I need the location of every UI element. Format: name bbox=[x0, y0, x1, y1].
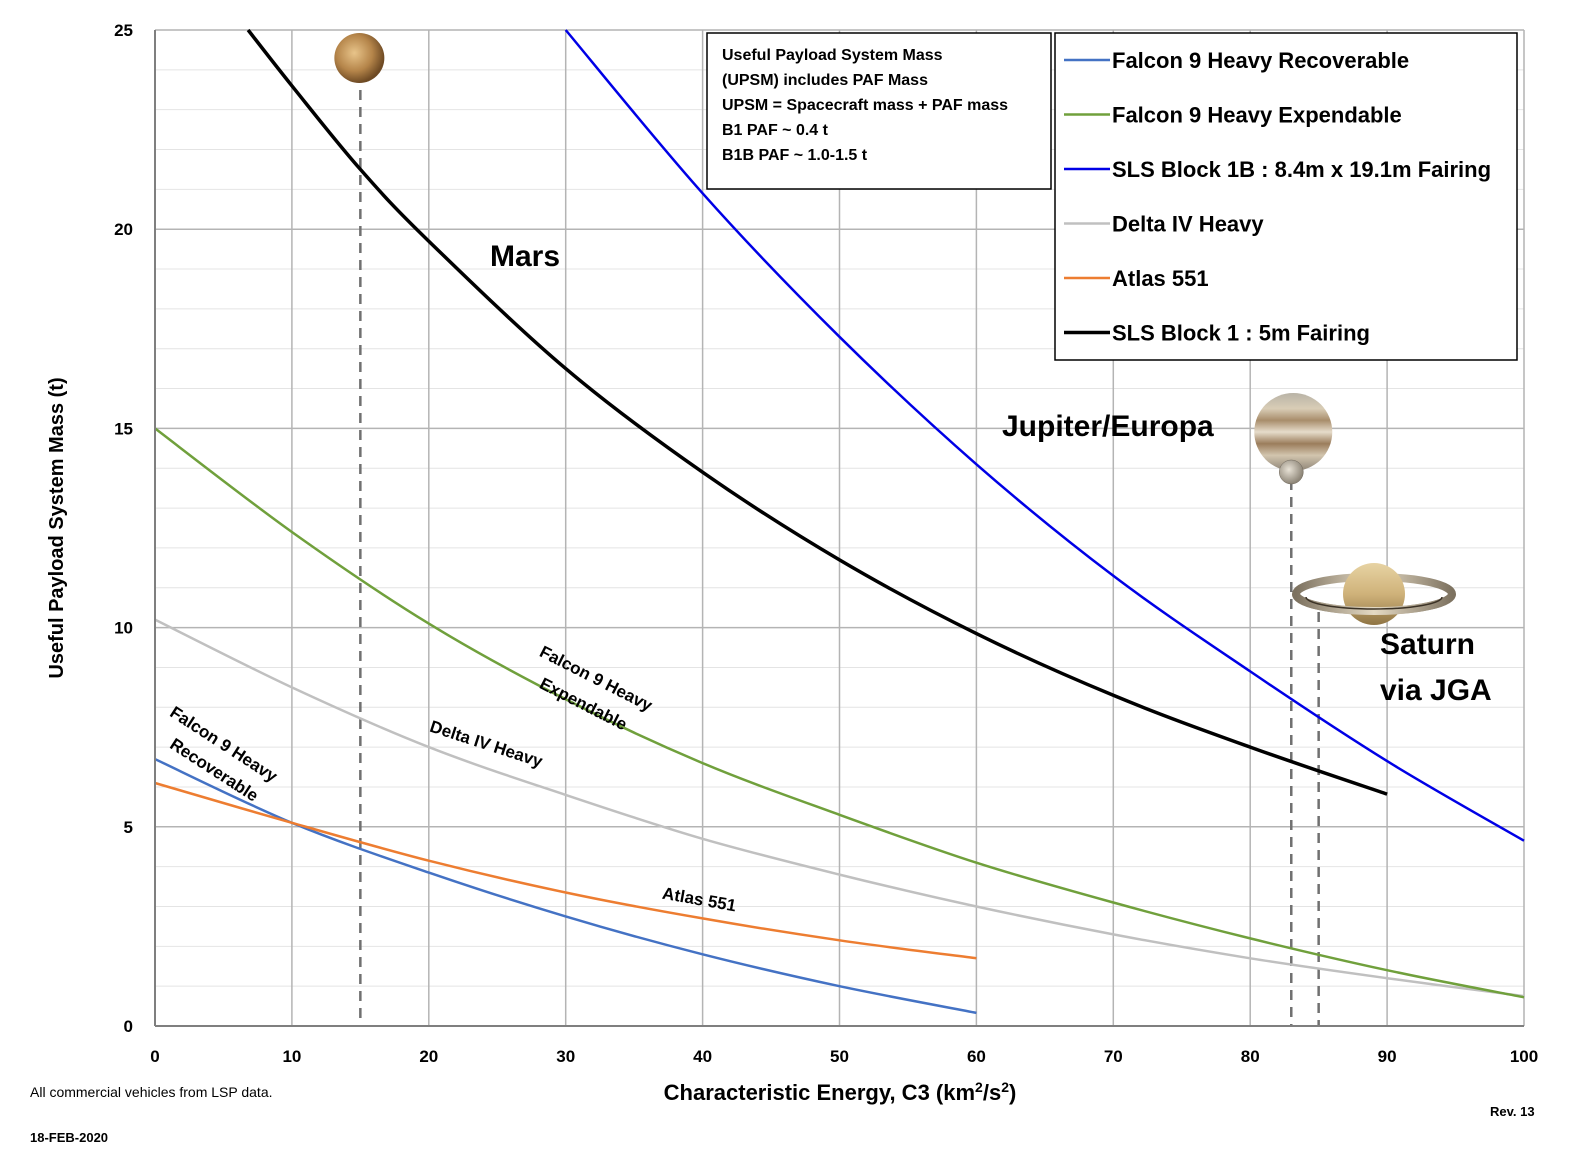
legend-entry: SLS Block 1 : 5m Fairing bbox=[1112, 321, 1370, 346]
x-axis-label-sup2: 2 bbox=[1001, 1079, 1009, 1095]
x-tick-label: 70 bbox=[1104, 1047, 1123, 1066]
y-tick-label: 15 bbox=[114, 419, 133, 438]
legend-entry: Falcon 9 Heavy Expendable bbox=[1112, 103, 1402, 128]
series-line-falcon-9-heavy-expendable bbox=[154, 427, 1525, 999]
legend: Falcon 9 Heavy Recoverable Falcon 9 Heavy… bbox=[1054, 32, 1518, 361]
tick-labels: 0 10 20 30 40 50 60 70 80 90 100 0 5 10 15 20 25 bbox=[114, 21, 1538, 1066]
y-tick-label: 20 bbox=[114, 220, 133, 239]
note-box: Useful Payload System Mass (UPSM) include… bbox=[706, 32, 1052, 190]
legend-entry: Delta IV Heavy bbox=[1112, 212, 1264, 237]
x-tick-label: 30 bbox=[556, 1047, 575, 1066]
legend-entry: SLS Block 1B : 8.4m x 19.1m Fairing bbox=[1112, 157, 1491, 182]
planet-images bbox=[334, 33, 1456, 625]
jupiter-europa-label: Jupiter/Europa bbox=[1002, 410, 1214, 443]
x-tick-label: 90 bbox=[1378, 1047, 1397, 1066]
mars-label: Mars bbox=[490, 240, 560, 273]
note-line: (UPSM) includes PAF Mass bbox=[722, 72, 928, 89]
x-tick-label: 40 bbox=[693, 1047, 712, 1066]
source-note: All commercial vehicles from LSP data. bbox=[30, 1084, 273, 1100]
x-axis-label-end: ) bbox=[1009, 1080, 1016, 1105]
y-tick-label: 25 bbox=[114, 21, 133, 40]
x-tick-label: 20 bbox=[419, 1047, 438, 1066]
x-tick-label: 0 bbox=[150, 1047, 159, 1066]
series-lines bbox=[154, 28, 1525, 1015]
note-line: Useful Payload System Mass bbox=[722, 47, 943, 64]
legend-entry: Falcon 9 Heavy Recoverable bbox=[1112, 48, 1409, 73]
note-line: B1B PAF ~ 1.0-1.5 t bbox=[722, 147, 868, 164]
saturn-ring-front bbox=[1292, 593, 1456, 615]
saturn-icon bbox=[1343, 563, 1405, 625]
saturn-label: Saturn bbox=[1380, 628, 1475, 661]
target-dashed-lines bbox=[359, 90, 1320, 1026]
mars-icon bbox=[334, 33, 385, 83]
saturn-ring-gap bbox=[1305, 596, 1443, 610]
series-line-delta-iv-heavy bbox=[154, 618, 1525, 998]
note-line: UPSM = Spacecraft mass + PAF mass bbox=[722, 97, 1008, 114]
revision-label: Rev. 13 bbox=[1490, 1104, 1535, 1119]
x-tick-label: 100 bbox=[1510, 1047, 1538, 1066]
x-axis-label-sup1: 2 bbox=[975, 1079, 983, 1095]
x-tick-label: 50 bbox=[830, 1047, 849, 1066]
x-axis-label: Characteristic Energy, C3 (km2/s2) bbox=[664, 1079, 1017, 1105]
note-line: B1 PAF ~ 0.4 t bbox=[722, 122, 829, 139]
series-line-atlas-551 bbox=[154, 781, 977, 960]
x-axis-label-main: Characteristic Energy, C3 (km bbox=[664, 1080, 975, 1105]
x-tick-label: 60 bbox=[967, 1047, 986, 1066]
series-line-sls-block-1-5m-fairing bbox=[246, 28, 1388, 796]
saturn-via-jga-label: via JGA bbox=[1380, 674, 1492, 707]
axes bbox=[154, 30, 1524, 1027]
y-tick-label: 10 bbox=[114, 619, 133, 638]
x-tick-label: 80 bbox=[1241, 1047, 1260, 1066]
x-tick-label: 10 bbox=[282, 1047, 301, 1066]
legend-frame bbox=[1054, 32, 1518, 361]
europa-icon bbox=[1279, 459, 1304, 485]
y-tick-label: 5 bbox=[124, 818, 133, 837]
date-label: 18-FEB-2020 bbox=[30, 1130, 109, 1145]
legend-entry: Atlas 551 bbox=[1112, 266, 1209, 291]
y-axis-label: Useful Payload System Mass (t) bbox=[46, 377, 68, 678]
jupiter-icon bbox=[1254, 393, 1333, 471]
note-box-frame bbox=[706, 32, 1052, 190]
y-tick-label: 0 bbox=[124, 1017, 133, 1036]
x-axis-label-mid: /s bbox=[983, 1080, 1001, 1105]
target-labels: Mars Jupiter/Europa Saturn via JGA bbox=[490, 240, 1492, 707]
curve-label: Delta IV Heavy bbox=[428, 717, 546, 771]
curve-label: Atlas 551 bbox=[661, 884, 738, 916]
series-line-sls-block-1b-8-4m-x-19-1m-fairing bbox=[564, 29, 1525, 842]
